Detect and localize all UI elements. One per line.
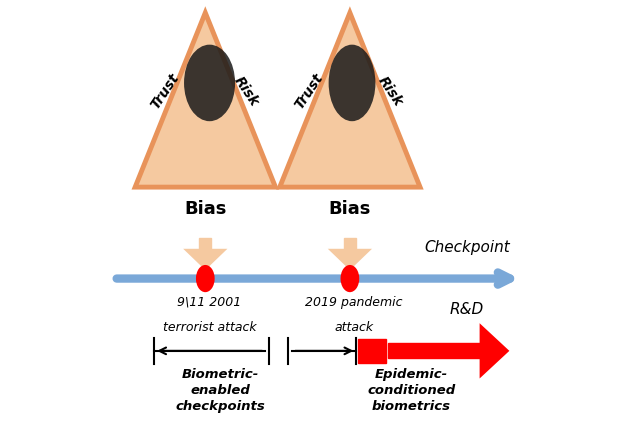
Bar: [199, 238, 211, 249]
Text: Epidemic-
conditioned
biometrics: Epidemic- conditioned biometrics: [368, 368, 455, 413]
Polygon shape: [183, 249, 228, 270]
Polygon shape: [480, 323, 509, 379]
Ellipse shape: [196, 265, 215, 292]
Text: Trust: Trust: [293, 71, 326, 112]
Text: Biometric-
enabled
checkpoints: Biometric- enabled checkpoints: [176, 368, 265, 413]
Text: Trust: Trust: [148, 71, 181, 112]
Text: Bias: Bias: [329, 200, 371, 218]
Text: 2019 pandemic: 2019 pandemic: [305, 296, 403, 308]
Ellipse shape: [340, 265, 359, 292]
Ellipse shape: [184, 45, 235, 121]
Bar: [344, 238, 356, 249]
Text: terrorist attack: terrorist attack: [163, 321, 256, 334]
Text: Checkpoint: Checkpoint: [424, 240, 509, 255]
Text: Risk: Risk: [231, 74, 261, 109]
Text: attack: attack: [335, 321, 374, 334]
Bar: [359, 339, 386, 363]
Polygon shape: [280, 13, 420, 187]
Ellipse shape: [329, 45, 375, 121]
Text: Risk: Risk: [376, 74, 406, 109]
Polygon shape: [328, 249, 372, 270]
Text: Bias: Bias: [184, 200, 226, 218]
Text: R&D: R&D: [450, 302, 484, 317]
Polygon shape: [135, 13, 275, 187]
Text: 9\11 2001: 9\11 2001: [177, 296, 242, 308]
Bar: [388, 343, 480, 358]
